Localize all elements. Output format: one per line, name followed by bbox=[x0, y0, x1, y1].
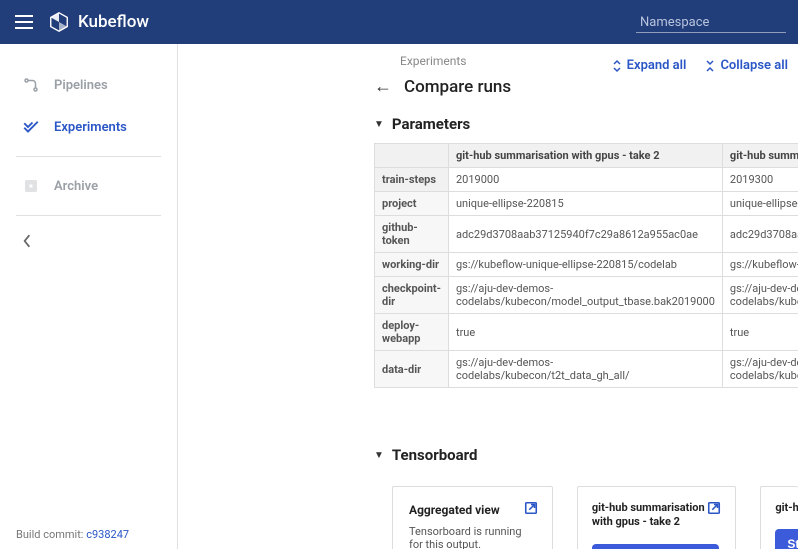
expand-all-button[interactable]: Expand all bbox=[611, 58, 687, 73]
namespace-select[interactable]: Namespace bbox=[636, 11, 786, 33]
param-value: 2019300 bbox=[722, 168, 798, 192]
sidebar-divider bbox=[16, 156, 161, 157]
build-label: Build commit: bbox=[16, 528, 86, 541]
param-value: gs://aju-dev-demos-codelabs/kubecon/mode… bbox=[448, 277, 722, 314]
param-value: true bbox=[722, 314, 798, 351]
back-arrow-icon[interactable]: ← bbox=[374, 76, 392, 97]
tensorboard-cards: Aggregated view Tensorboard is running f… bbox=[374, 486, 798, 549]
menu-icon[interactable] bbox=[12, 10, 36, 34]
open-external-icon[interactable] bbox=[524, 501, 538, 519]
param-value: unique-ellipse-220815 bbox=[448, 192, 722, 216]
build-info: Build commit: c938247 bbox=[16, 528, 129, 541]
parameters-table: git-hub summarisation with gpus - take 2… bbox=[374, 143, 798, 388]
brand: Kubeflow bbox=[48, 11, 149, 33]
table-row: train-steps20190002019300 bbox=[375, 168, 798, 192]
param-value: gs://aju-dev-demos-codelabs/kubecon/t2t_… bbox=[448, 351, 722, 388]
param-value: true bbox=[448, 314, 722, 351]
title-row: ← Compare runs bbox=[374, 74, 798, 111]
brand-text: Kubeflow bbox=[78, 12, 149, 32]
collapse-all-label: Collapse all bbox=[720, 58, 788, 73]
section-title: Tensorboard bbox=[392, 446, 478, 464]
table-corner-cell bbox=[375, 144, 449, 168]
table-header-row: git-hub summarisation with gpus - take 2… bbox=[375, 144, 798, 168]
table-col-header: git-hub summarisation with gpus - take 2 bbox=[722, 144, 798, 168]
chevron-left-icon bbox=[22, 234, 32, 248]
table-row: working-dirgs://kubeflow-unique-ellipse-… bbox=[375, 253, 798, 277]
open-external-icon[interactable] bbox=[707, 501, 721, 519]
sidebar-divider bbox=[16, 215, 161, 216]
card-title: git-hub bbox=[775, 501, 798, 515]
param-value: adc29d3708aab37125940f7c29a8612a955ac0ae bbox=[448, 216, 722, 253]
tb-card-run-partial: git-hub Start bbox=[760, 486, 798, 549]
card-text: Tensorboard is running for this output. bbox=[409, 525, 536, 549]
start-tensorboard-button[interactable]: Start Tensorboard bbox=[592, 544, 719, 549]
sidebar-item-archive[interactable]: Archive bbox=[0, 165, 177, 207]
top-bar: Kubeflow Namespace bbox=[0, 0, 798, 44]
table-row: data-dirgs://aju-dev-demos-codelabs/kube… bbox=[375, 351, 798, 388]
param-key: data-dir bbox=[375, 351, 449, 388]
expand-all-label: Expand all bbox=[627, 58, 687, 73]
param-key: deploy-webapp bbox=[375, 314, 449, 351]
table-row: projectunique-ellipse-220815unique-ellip… bbox=[375, 192, 798, 216]
param-value: gs://aju-dev-demos-codelabs/kubecon/mode… bbox=[722, 277, 798, 314]
param-value: gs://aju-dev-demos-codelabs/kubecon/t2t_… bbox=[722, 351, 798, 388]
table-row: checkpoint-dirgs://aju-dev-demos-codelab… bbox=[375, 277, 798, 314]
table-row: deploy-webapptruetrue bbox=[375, 314, 798, 351]
caret-down-icon: ▼ bbox=[374, 119, 384, 130]
start-tensorboard-button[interactable]: Start bbox=[775, 529, 798, 549]
section-tensorboard-header[interactable]: ▼ Tensorboard bbox=[374, 442, 798, 474]
table-row: github-tokenadc29d3708aab37125940f7c29a8… bbox=[375, 216, 798, 253]
sidebar-item-pipelines[interactable]: Pipelines bbox=[0, 64, 177, 106]
section-parameters-header[interactable]: ▼ Parameters bbox=[374, 111, 798, 143]
experiments-icon bbox=[22, 118, 40, 136]
param-key: train-steps bbox=[375, 168, 449, 192]
sidebar-item-label: Pipelines bbox=[54, 78, 108, 93]
param-value: adc29d3708aab37125940f7c29a8612a955ac0ae bbox=[722, 216, 798, 253]
page-title: Compare runs bbox=[404, 77, 511, 97]
param-value: unique-ellipse-220815 bbox=[722, 192, 798, 216]
table-col-header: git-hub summarisation with gpus - take 2 bbox=[448, 144, 722, 168]
param-key: working-dir bbox=[375, 253, 449, 277]
tb-card-run: git-hub summarisation with gpus - take 2… bbox=[577, 486, 736, 549]
archive-icon bbox=[22, 177, 40, 195]
main-content: Expand all Collapse all Experiments ← Co… bbox=[178, 44, 798, 549]
tb-card-aggregated: Aggregated view Tensorboard is running f… bbox=[392, 486, 553, 549]
sidebar-collapse-button[interactable] bbox=[0, 224, 177, 262]
collapse-all-button[interactable]: Collapse all bbox=[704, 58, 788, 73]
param-key: project bbox=[375, 192, 449, 216]
sidebar-item-label: Experiments bbox=[54, 120, 127, 135]
param-key: checkpoint-dir bbox=[375, 277, 449, 314]
param-value: 2019000 bbox=[448, 168, 722, 192]
card-title: git-hub summarisation with gpus - take 2 bbox=[592, 501, 721, 530]
param-value: gs://kubeflow-unique-ellipse-220815/code… bbox=[722, 253, 798, 277]
collapse-icon bbox=[704, 59, 716, 73]
param-key: github-token bbox=[375, 216, 449, 253]
pipelines-icon bbox=[22, 76, 40, 94]
build-commit-link[interactable]: c938247 bbox=[86, 528, 129, 541]
toolbar-actions: Expand all Collapse all bbox=[611, 58, 788, 73]
kubeflow-logo-icon bbox=[48, 11, 70, 33]
sidebar-item-label: Archive bbox=[54, 179, 98, 194]
caret-down-icon: ▼ bbox=[374, 450, 384, 461]
sidebar-item-experiments[interactable]: Experiments bbox=[0, 106, 177, 148]
card-title: Aggregated view bbox=[409, 503, 536, 517]
expand-icon bbox=[611, 59, 623, 73]
param-value: gs://kubeflow-unique-ellipse-220815/code… bbox=[448, 253, 722, 277]
sidebar: Pipelines Experiments Archive Build comm… bbox=[0, 44, 178, 549]
section-title: Parameters bbox=[392, 115, 470, 133]
